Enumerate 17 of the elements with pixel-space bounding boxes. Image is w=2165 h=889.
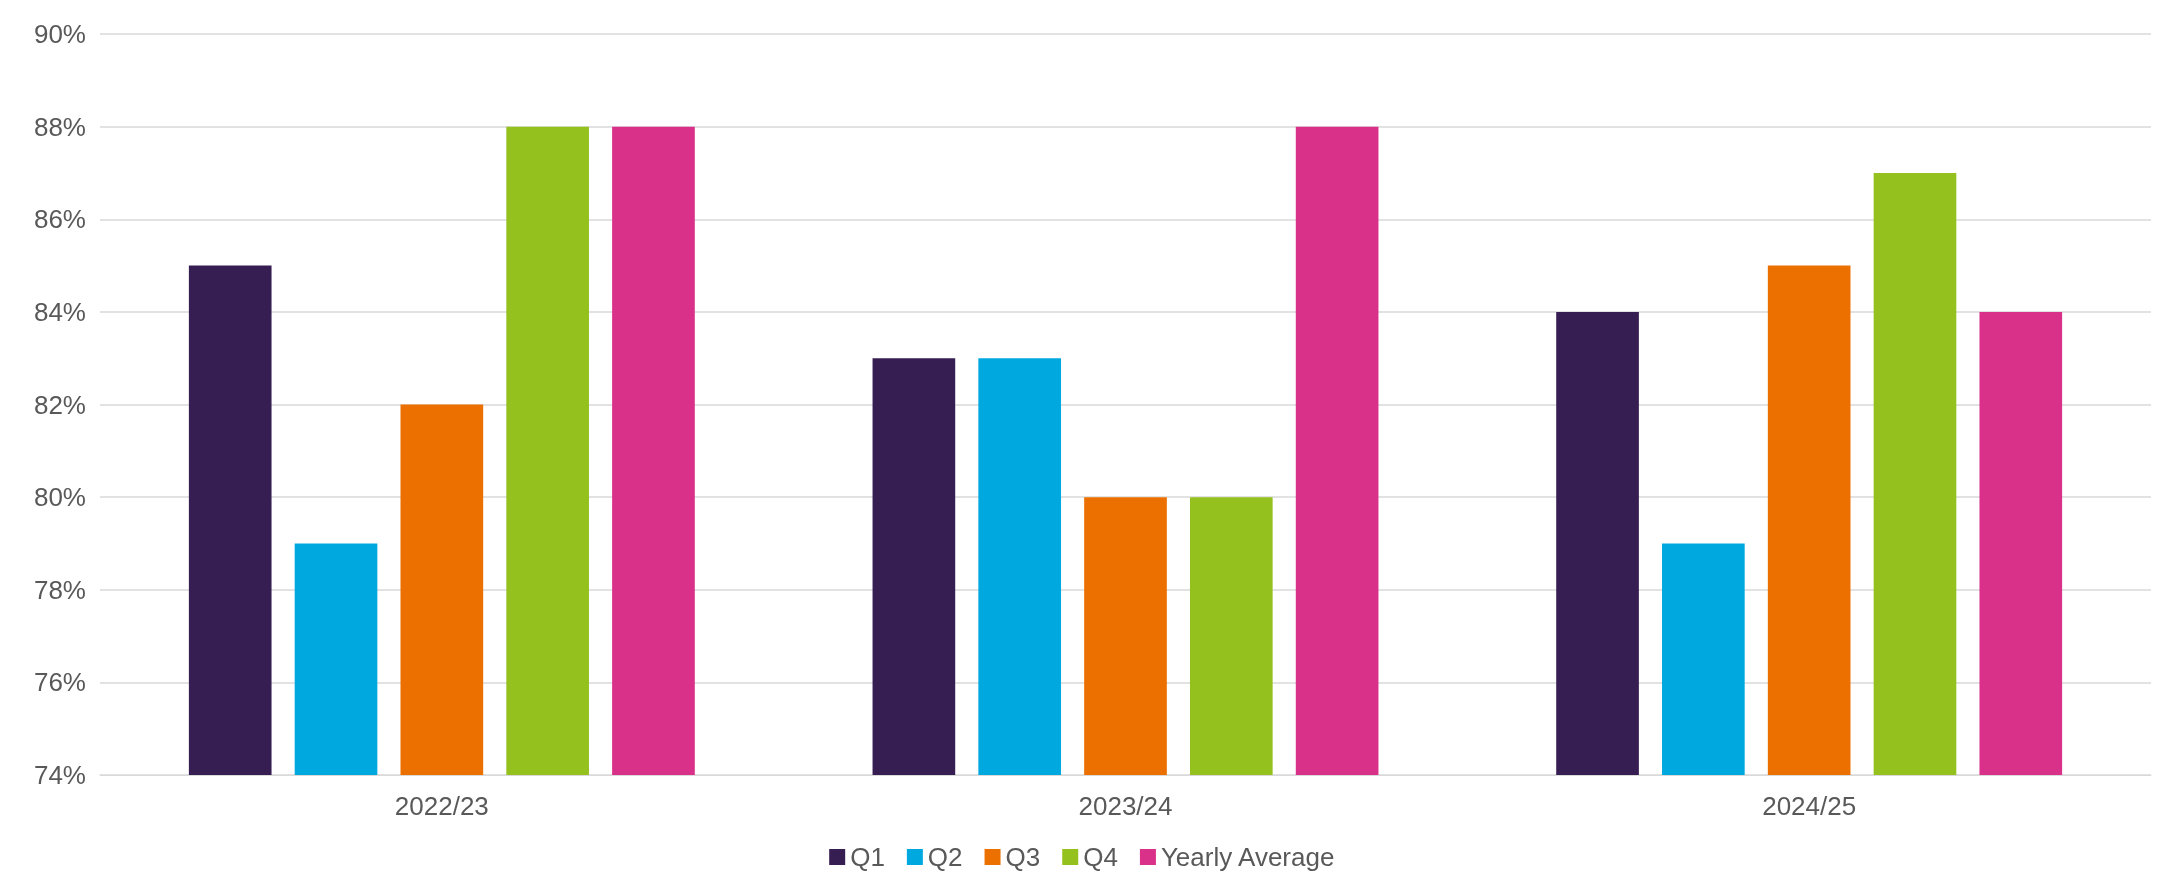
y-tick-label: 78% (33, 574, 86, 605)
x-tick-label: 2024/25 (1762, 791, 1857, 821)
y-tick-label: 76% (33, 667, 86, 698)
x-tick-label: 2023/24 (1078, 791, 1173, 821)
legend-label: Q1 (850, 842, 885, 872)
y-tick-label: 82% (33, 389, 86, 420)
legend-label: Q4 (1083, 842, 1118, 872)
y-tick-label: 86% (33, 204, 86, 235)
x-tick-label: 2022/23 (394, 791, 489, 821)
legend-label: Q2 (927, 842, 963, 872)
y-tick-label: 88% (33, 111, 86, 142)
legend-label: Yearly Average (1160, 842, 1335, 872)
y-tick-label: 84% (33, 296, 86, 327)
y-tick-label: 80% (33, 482, 86, 513)
y-tick-label: 90% (33, 19, 86, 49)
legend-label: Q3 (1005, 842, 1041, 872)
y-tick-label: 74% (33, 760, 86, 790)
